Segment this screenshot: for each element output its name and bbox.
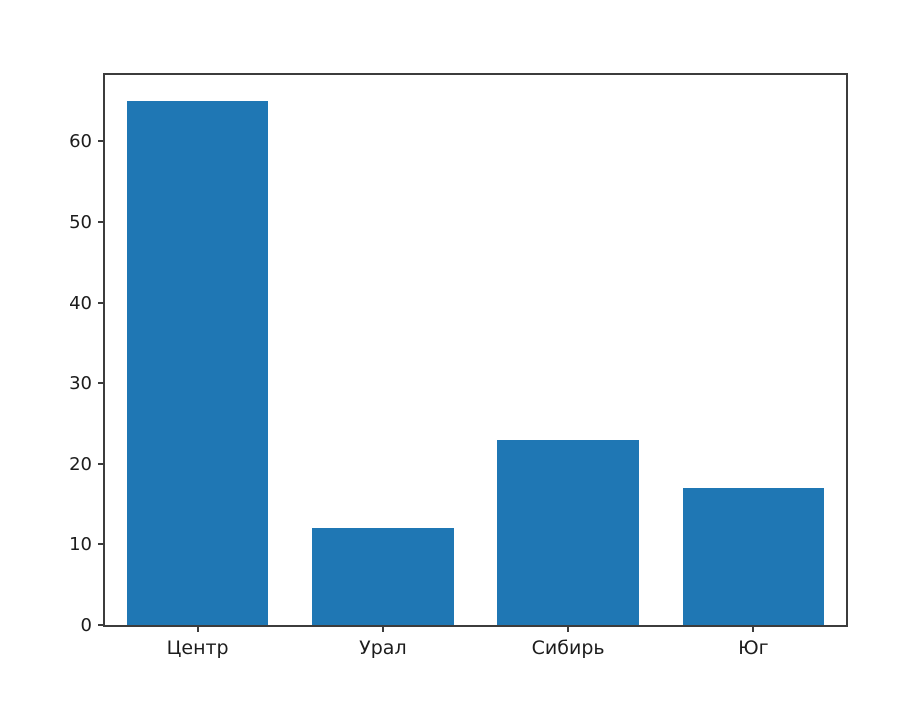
y-tick-label: 20 bbox=[69, 453, 92, 475]
y-tick-mark bbox=[98, 382, 105, 385]
x-tick-label-Сибирь: Сибирь bbox=[531, 637, 605, 659]
bar-slot-3: Юг bbox=[661, 75, 846, 659]
bar-slot-1: Урал bbox=[290, 75, 475, 659]
y-tick-mark bbox=[98, 140, 105, 143]
bar-Урал bbox=[312, 528, 454, 625]
bar-Центр bbox=[126, 101, 269, 625]
x-tick-mark bbox=[196, 625, 199, 632]
bar-slot-0: Центр bbox=[105, 75, 290, 659]
y-tick-mark bbox=[98, 301, 105, 304]
y-tick-label: 40 bbox=[69, 292, 92, 314]
x-tick-label-Урал: Урал bbox=[359, 637, 407, 659]
y-tick-label: 30 bbox=[69, 373, 92, 395]
y-tick-label: 50 bbox=[69, 211, 92, 233]
y-tick-label: 10 bbox=[69, 534, 92, 556]
x-tick-mark bbox=[381, 625, 384, 632]
y-tick-mark bbox=[98, 462, 105, 465]
y-tick-mark bbox=[98, 624, 105, 626]
plot-area: Центр Урал Сибирь Юг 0 10 20 30 40 50 60 bbox=[69, 73, 848, 659]
x-tick-label-Юг: Юг bbox=[738, 637, 769, 659]
x-tick-label-Центр: Центр bbox=[166, 637, 229, 659]
y-tick-mark bbox=[98, 543, 105, 546]
y-tick-label: 60 bbox=[69, 131, 92, 153]
bars-row: Центр Урал Сибирь Юг bbox=[105, 75, 846, 659]
x-tick-mark bbox=[567, 625, 570, 632]
bar-Юг bbox=[682, 488, 825, 625]
x-tick-mark bbox=[752, 625, 755, 632]
y-tick-label: 0 bbox=[80, 614, 92, 636]
bar-Сибирь bbox=[497, 439, 639, 625]
y-tick-mark bbox=[98, 221, 105, 224]
bar-slot-2: Сибирь bbox=[476, 75, 661, 659]
